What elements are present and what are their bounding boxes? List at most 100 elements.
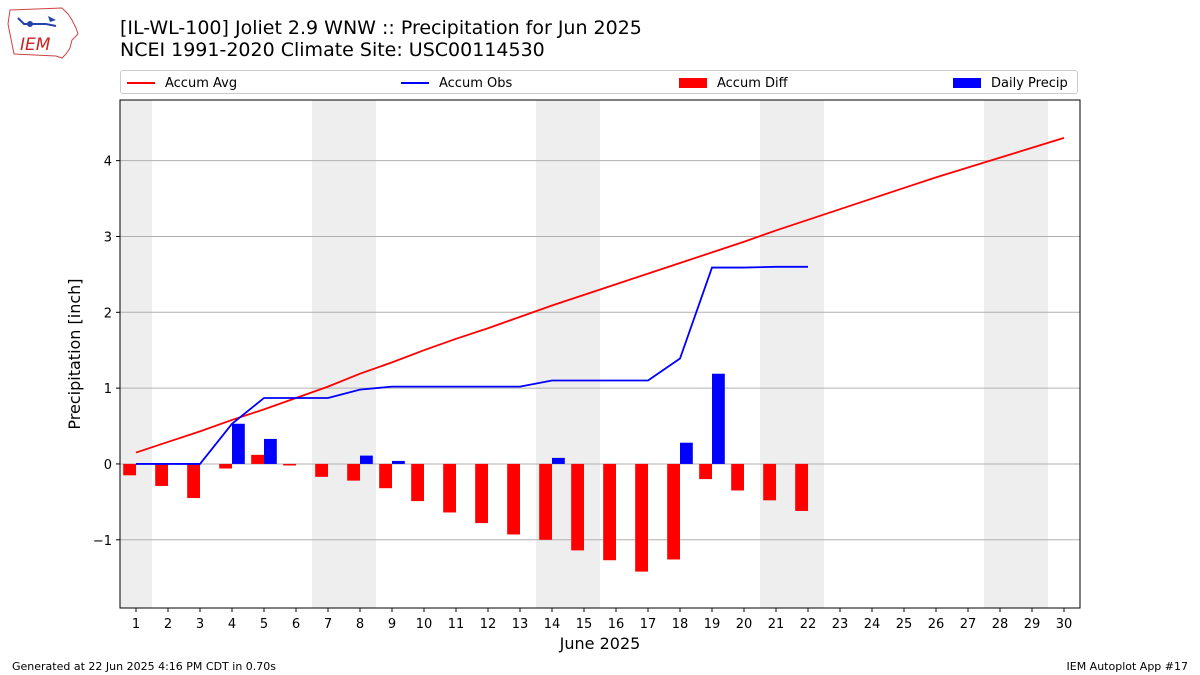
x-tick-label: 9 xyxy=(388,617,396,632)
x-tick-label: 18 xyxy=(672,617,689,632)
accum-diff-bar xyxy=(475,463,488,524)
x-tick-label: 1 xyxy=(132,617,140,632)
legend-label-daily-precip: Daily Precip xyxy=(991,75,1068,91)
plot-frame xyxy=(119,99,1081,609)
accum-obs-line xyxy=(136,265,808,465)
x-tick-label: 29 xyxy=(1024,617,1041,632)
accum-diff-bar xyxy=(251,454,264,464)
accum-diff-bar xyxy=(123,463,136,476)
weekend-shade-1 xyxy=(312,100,376,608)
daily-precip-bar xyxy=(360,455,373,464)
y-tick-label: 2 xyxy=(104,306,112,321)
x-axis-label: June 2025 xyxy=(559,634,641,653)
x-tick-label: 6 xyxy=(292,617,300,632)
accum-diff-bar xyxy=(699,463,712,480)
daily-precip-bar xyxy=(392,460,405,464)
legend: Accum Avg Accum Obs Accum Diff Daily Pre… xyxy=(120,70,1078,94)
y-axis-label: Precipitation [inch] xyxy=(65,278,84,429)
accum-diff-bar xyxy=(219,463,232,469)
x-tick-label: 12 xyxy=(480,617,497,632)
x-tick-label: 15 xyxy=(576,617,593,632)
accum-diff-bar xyxy=(795,463,808,511)
legend-swatch-accum-avg xyxy=(127,82,155,84)
x-tick-label: 28 xyxy=(992,617,1009,632)
y-tick-label: −1 xyxy=(93,534,112,549)
daily-precip-bar xyxy=(712,373,725,464)
accum-diff-bar xyxy=(347,463,360,481)
daily-precip-bar xyxy=(552,457,565,464)
x-tick-label: 17 xyxy=(640,617,657,632)
legend-label-accum-avg: Accum Avg xyxy=(165,75,238,91)
legend-item-daily-precip: Daily Precip xyxy=(953,74,1068,92)
legend-swatch-accum-diff xyxy=(679,78,707,88)
x-tick-label: 20 xyxy=(736,617,753,632)
legend-swatch-daily-precip xyxy=(953,78,981,88)
accum-diff-bar xyxy=(763,463,776,501)
accum-diff-bar xyxy=(635,463,648,572)
weekend-shading-layer xyxy=(120,100,1048,608)
x-tick-label: 8 xyxy=(356,617,364,632)
legend-label-accum-diff: Accum Diff xyxy=(717,75,788,91)
daily-precip-bar xyxy=(232,423,245,464)
weekend-shade-0 xyxy=(120,100,152,608)
accum-diff-bar xyxy=(539,463,552,540)
footer-generated: Generated at 22 Jun 2025 4:16 PM CDT in … xyxy=(12,660,277,673)
accum-diff-bar xyxy=(443,463,456,513)
y-tick-label: 0 xyxy=(104,458,112,473)
legend-item-accum-avg: Accum Avg xyxy=(127,74,237,92)
legend-swatch-accum-obs xyxy=(401,82,429,84)
accum-diff-bar xyxy=(155,463,168,486)
chart-title: [IL-WL-100] Joliet 2.9 WNW :: Precipitat… xyxy=(120,17,642,39)
grid-layer xyxy=(120,160,1080,541)
accum-diff-bar xyxy=(379,463,392,489)
accum-diff-bar xyxy=(731,463,744,491)
x-tick-label: 7 xyxy=(324,617,332,632)
x-tick-label: 13 xyxy=(512,617,529,632)
accum-avg-line xyxy=(135,137,1065,454)
daily-precip-bar xyxy=(264,438,277,464)
line-layer xyxy=(135,137,1065,465)
chart-subtitle: NCEI 1991-2020 Climate Site: USC00114530 xyxy=(120,39,545,61)
x-tick-label: 5 xyxy=(260,617,268,632)
footer-app: IEM Autoplot App #17 xyxy=(1066,660,1189,673)
legend-item-accum-diff: Accum Diff xyxy=(679,74,788,92)
accum-diff-bar xyxy=(603,463,616,561)
x-tick-label: 3 xyxy=(196,617,204,632)
x-tick-label: 26 xyxy=(928,617,945,632)
accum-diff-bar xyxy=(187,463,200,499)
x-tick-label: 14 xyxy=(544,617,561,632)
daily-precip-bar xyxy=(680,442,693,464)
x-tick-label: 30 xyxy=(1056,617,1073,632)
x-tick-label: 23 xyxy=(832,617,849,632)
x-tick-label: 2 xyxy=(164,617,172,632)
legend-item-accum-obs: Accum Obs xyxy=(401,74,512,92)
x-tick-label: 10 xyxy=(416,617,433,632)
accum-diff-bar xyxy=(507,463,520,535)
x-tick-label: 25 xyxy=(896,617,913,632)
x-tick-label: 19 xyxy=(704,617,721,632)
x-tick-label: 11 xyxy=(448,617,465,632)
x-tick-label: 21 xyxy=(768,617,785,632)
y-tick-label: 4 xyxy=(104,155,112,170)
y-tick-label: 1 xyxy=(104,382,112,397)
x-tick-label: 27 xyxy=(960,617,977,632)
weekend-shade-4 xyxy=(984,100,1048,608)
weekend-shade-3 xyxy=(760,100,824,608)
x-tick-label: 16 xyxy=(608,617,625,632)
logo-text: IEM xyxy=(20,35,51,55)
x-tick-label: 4 xyxy=(228,617,236,632)
legend-label-accum-obs: Accum Obs xyxy=(439,75,513,91)
x-tick-label: 24 xyxy=(864,617,881,632)
accum-diff-bar xyxy=(667,463,680,560)
accum-diff-bar xyxy=(571,463,584,551)
bar-layer xyxy=(123,373,808,572)
accum-diff-bar xyxy=(411,463,424,502)
x-tick-label: 22 xyxy=(800,617,817,632)
weekend-shade-2 xyxy=(536,100,600,608)
y-tick-label: 3 xyxy=(104,230,112,245)
accum-diff-bar xyxy=(315,463,328,477)
accum-diff-bar xyxy=(283,463,296,466)
iem-logo: IEM xyxy=(7,7,79,59)
